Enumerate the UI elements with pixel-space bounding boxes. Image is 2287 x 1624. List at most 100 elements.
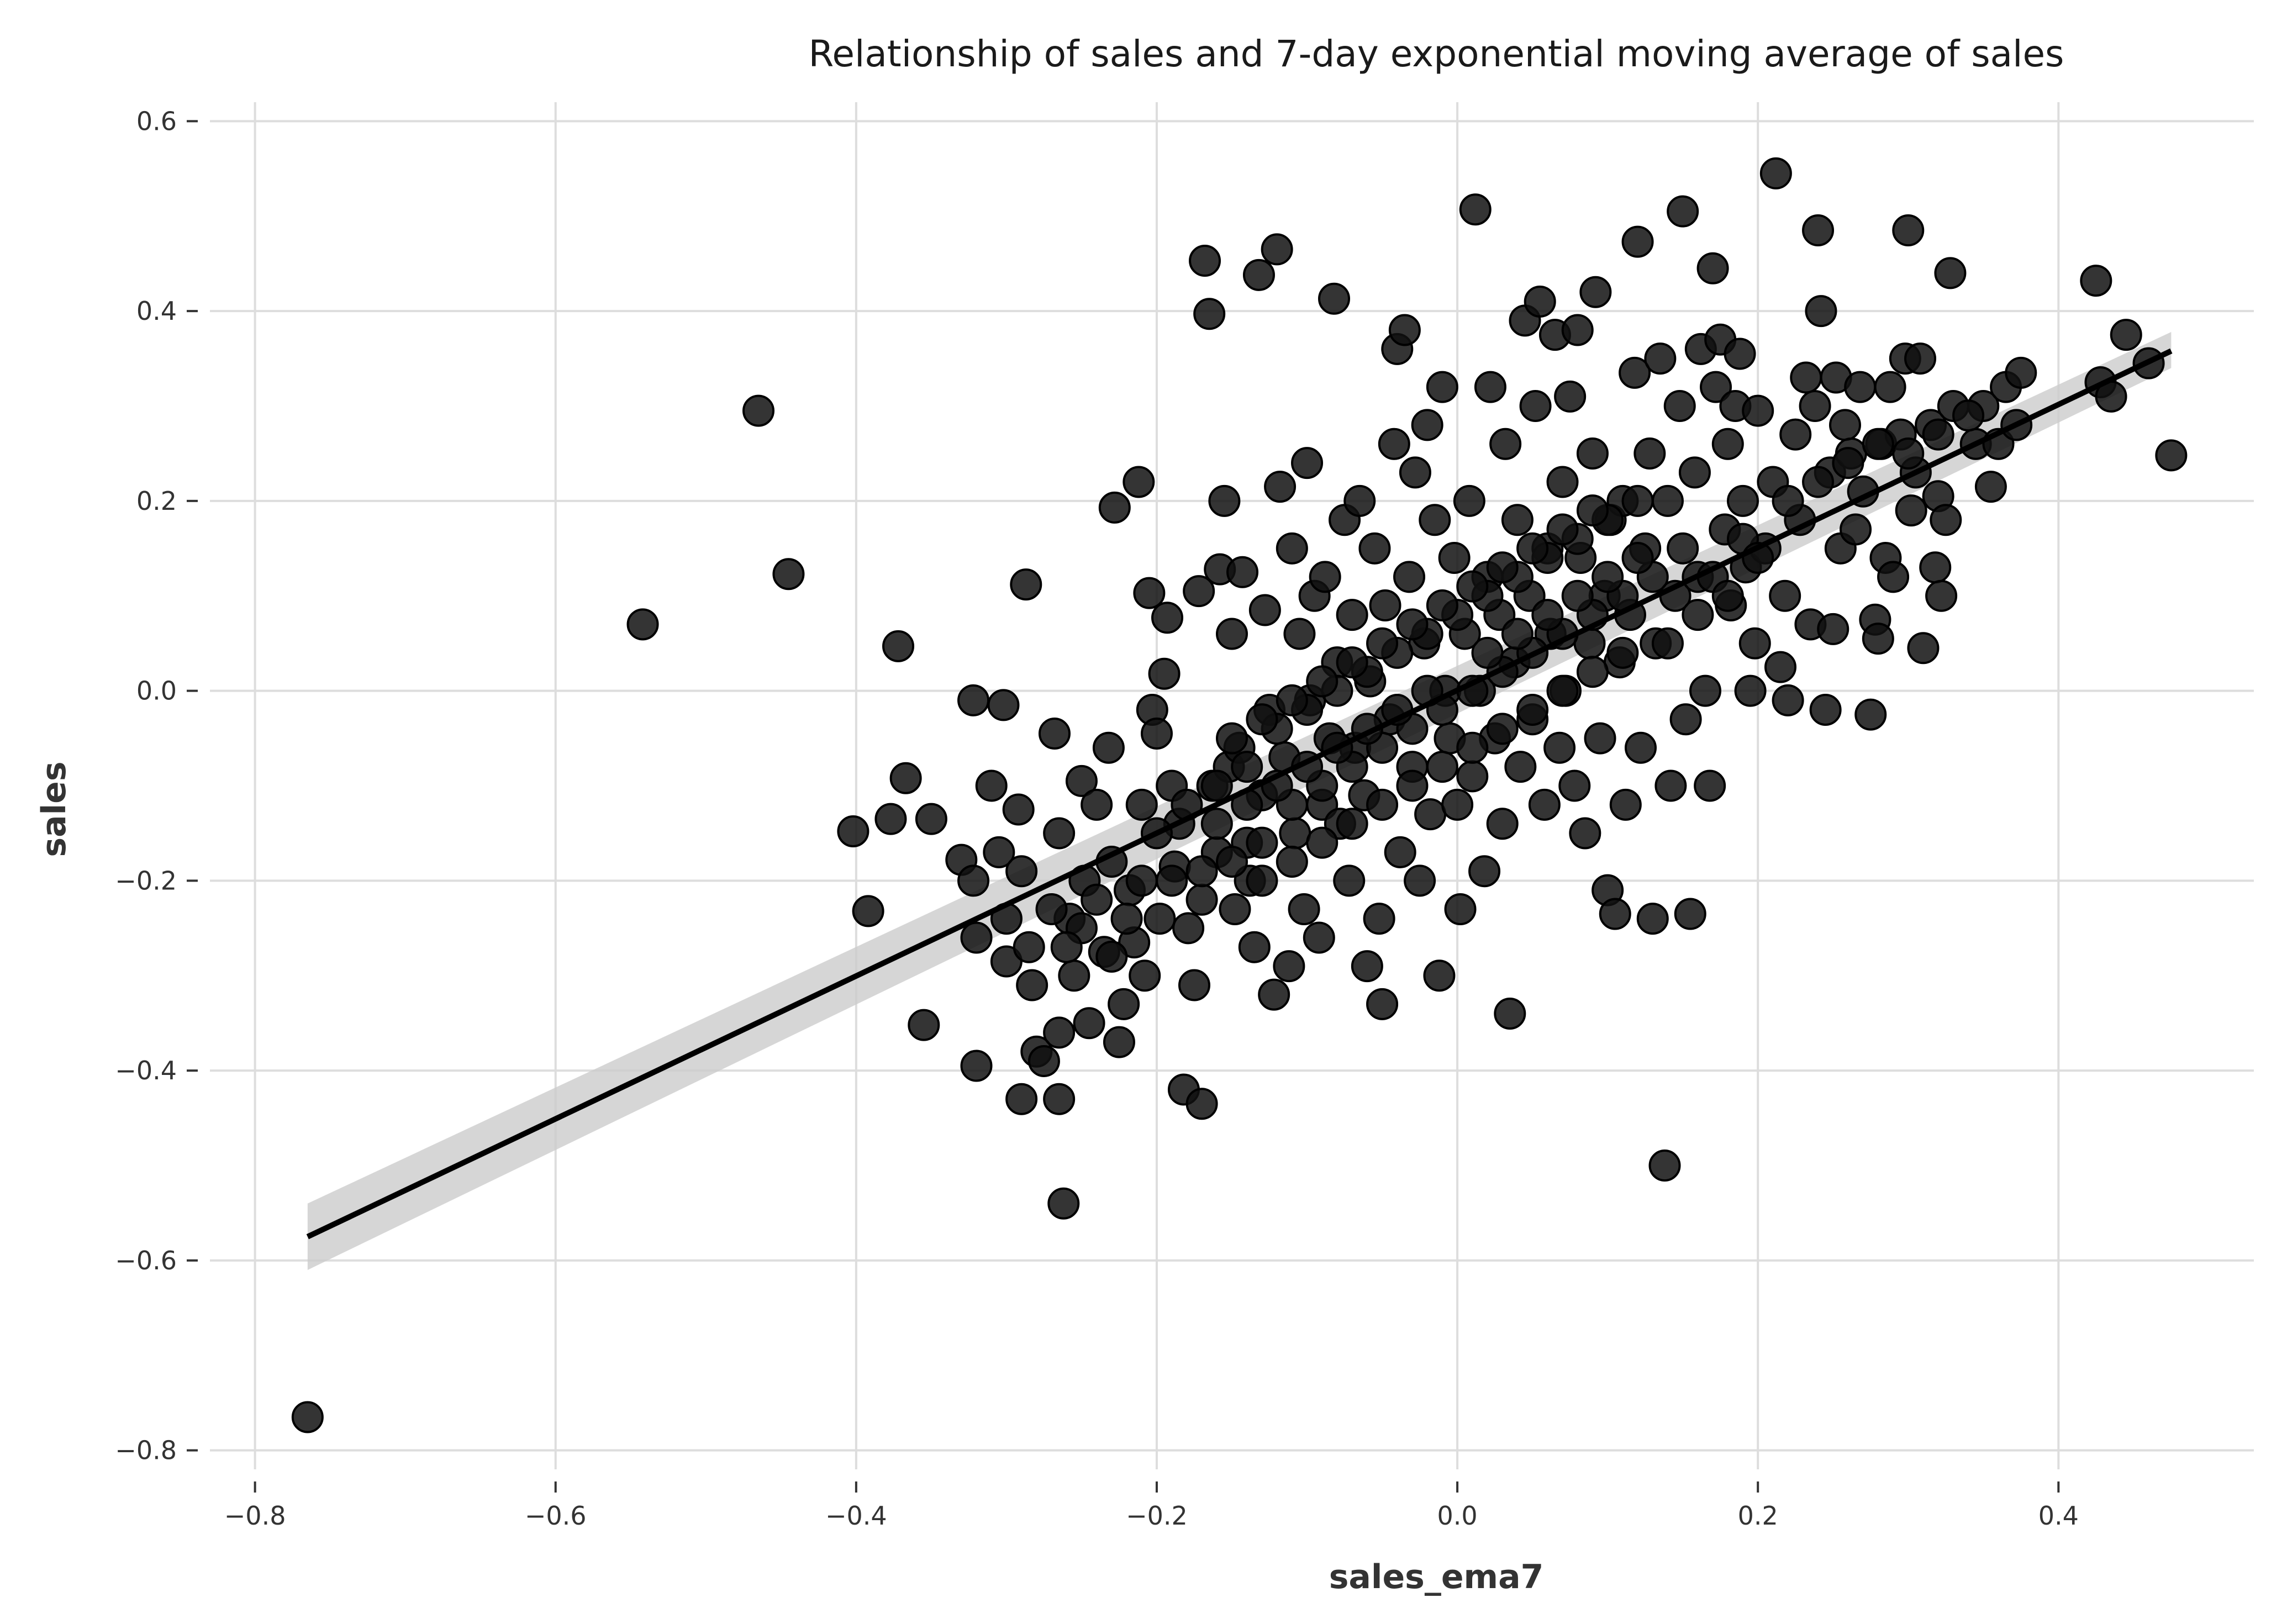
data-point [1279,817,1311,850]
data-point [1609,788,1642,821]
data-point [1288,893,1320,925]
data-point [837,815,870,847]
y-tick-label: 0.0 [136,676,177,706]
data-point [1504,751,1537,783]
data-point [1459,193,1492,226]
data-point [1501,504,1534,536]
data-point [1183,575,1215,608]
data-point [1678,456,1711,489]
data-point [1208,484,1241,517]
data-point [1423,959,1456,992]
data-point [1456,731,1489,764]
data-point [1486,551,1519,584]
data-point [1974,471,2007,503]
data-point [1193,298,1226,330]
chart-title: Relationship of sales and 7-day exponent… [809,33,2064,75]
data-point [1110,903,1143,935]
data-point [1426,589,1458,621]
data-point [1189,245,1221,277]
x-tick-label: 0.4 [2038,1501,2079,1531]
data-point [1103,1026,1135,1058]
data-point [1351,950,1383,983]
data-point [1276,532,1308,565]
data-point [852,895,884,927]
data-point [1892,437,1925,470]
data-point [1862,623,1894,655]
data-point [1058,959,1090,992]
data-point [1576,437,1609,470]
data-point [1621,484,1654,517]
data-point [1035,893,1068,925]
data-point [1095,940,1128,973]
data-point [1276,684,1308,716]
data-point [1554,380,1587,413]
data-point [1569,817,1601,850]
data-point [1226,556,1259,588]
data-point [1663,390,1696,422]
data-point [1129,959,1161,992]
data-point [1336,599,1368,631]
data-point [1185,855,1218,888]
data-point [1010,568,1042,601]
data-point [1140,717,1173,750]
data-point [1930,504,1962,536]
data-point [1546,674,1579,707]
data-point [1073,1007,1105,1040]
data-point [1621,225,1654,258]
data-point [1411,409,1443,441]
data-point [1258,978,1290,1011]
data-point [1081,788,1113,821]
data-point [1384,836,1416,868]
data-point [1219,893,1251,925]
data-point [1333,864,1366,897]
data-point [1579,276,1612,308]
data-point [1584,722,1616,755]
data-point [1108,988,1140,1020]
data-point [1081,883,1113,916]
data-point [1809,694,1842,726]
data-point [1456,570,1489,603]
y-tick-label: 0.4 [136,296,177,326]
data-point [1151,602,1184,634]
y-tick-label: 0.2 [136,486,177,516]
data-point [1651,484,1684,517]
data-point [1667,195,1699,228]
data-point [1303,921,1335,954]
data-point [2110,319,2142,351]
data-point [1519,390,1552,422]
data-point [1711,579,1744,612]
data-point [1669,703,1702,736]
data-point [1805,295,1837,328]
data-point [1543,731,1576,764]
data-point [1799,390,1831,422]
data-point [1016,969,1048,1001]
data-point [1216,846,1248,878]
data-point [1689,674,1721,707]
data-point [1005,855,1038,888]
data-point [1172,912,1205,945]
data-point [1528,788,1561,821]
data-point [1606,636,1639,669]
axes: −0.8 −0.6 −0.4 −0.2 0.0 0.2 0.4 −0.8 −0.6 −0.4 −0.… [115,106,2079,1531]
data-point [975,769,1008,802]
data-point [1489,428,1522,460]
data-point [1546,466,1579,498]
data-point [1098,491,1131,524]
x-tick-label: 0.0 [1437,1501,1478,1531]
data-point [1216,722,1248,755]
data-point [1123,466,1155,498]
data-point [1711,428,1744,460]
data-point [742,394,775,427]
data-point [2005,356,2037,389]
regression-line-group [306,348,2173,1240]
data-point [1576,656,1609,688]
data-point [626,608,659,641]
data-point [1178,969,1210,1001]
data-point [1501,618,1534,650]
data-point [882,630,915,662]
data-point [1779,418,1812,451]
data-point [1043,1016,1076,1049]
data-point [1125,788,1158,821]
data-point [1925,579,1958,612]
data-point [1453,484,1485,517]
